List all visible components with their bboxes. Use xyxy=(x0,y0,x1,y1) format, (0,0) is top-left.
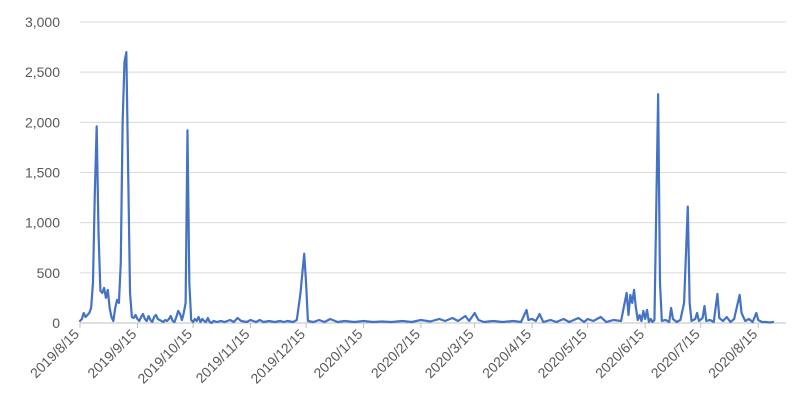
y-tick-label: 2,000 xyxy=(25,114,60,130)
x-tick-label: 2020/2/15 xyxy=(368,326,424,382)
x-tick-label: 2019/12/15 xyxy=(247,326,308,387)
axes xyxy=(79,322,786,328)
y-axis-tick-labels: 0 500 1,000 1,500 2,000 2,500 3,000 xyxy=(25,14,60,331)
y-tick-label: 1,500 xyxy=(25,165,60,181)
x-tick-label: 2020/4/15 xyxy=(479,326,535,382)
y-tick-label: 0 xyxy=(52,315,60,331)
gridlines xyxy=(80,21,786,274)
x-tick-label: 2019/11/15 xyxy=(192,326,252,386)
x-tick-label: 2020/7/15 xyxy=(648,326,704,382)
x-tick-label: 2020/1/15 xyxy=(310,326,366,382)
series-layer xyxy=(78,50,775,325)
x-tick-label: 2020/3/15 xyxy=(421,326,477,382)
x-tick-label: 2020/8/15 xyxy=(705,326,761,382)
x-tick-label: 2019/10/15 xyxy=(134,326,195,387)
x-tick-label: 2020/6/15 xyxy=(592,326,648,382)
y-tick-label: 2,500 xyxy=(25,64,60,80)
x-tick-label: 2020/5/15 xyxy=(534,326,590,382)
x-tick-label: 2019/8/15 xyxy=(27,326,83,382)
y-tick-label: 500 xyxy=(37,265,61,281)
series-line-0 xyxy=(78,50,775,325)
y-tick-label: 1,000 xyxy=(25,215,60,231)
x-axis-tick-labels: 2019/8/15 2019/9/152019/10/152019/11/1520… xyxy=(27,326,761,387)
y-tick-label: 3,000 xyxy=(25,14,60,30)
x-tick-label: 2019/9/15 xyxy=(84,326,140,382)
